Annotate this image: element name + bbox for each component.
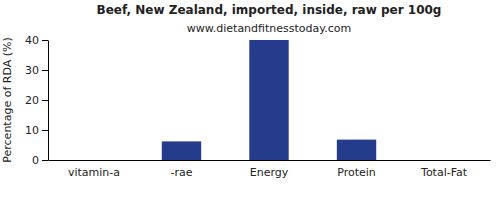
- bar: [337, 140, 376, 160]
- y-tick: 40: [25, 34, 48, 47]
- plot: 0 10 20 30 40 vitamin-a -rae Energy Protein Total…: [25, 34, 491, 179]
- y-tick-label: 30: [25, 64, 39, 77]
- y-tick-mark: [42, 100, 48, 101]
- y-tick: 10: [25, 124, 48, 137]
- y-tick: 30: [25, 64, 48, 77]
- y-tick: 0: [32, 154, 48, 167]
- y-tick-label: 20: [25, 94, 39, 107]
- bar: [74, 160, 113, 161]
- bar: [249, 40, 288, 160]
- title: Beef, New Zealand, imported, inside, raw…: [97, 3, 442, 17]
- x-tick-label: -rae: [170, 166, 192, 179]
- x-tick: Energy: [250, 160, 289, 179]
- y-tick-mark: [42, 130, 48, 131]
- x-tick: -rae: [170, 160, 192, 179]
- x-axis: vitamin-a -rae Energy Protein Total-Fat: [49, 160, 491, 179]
- bars: [162, 40, 376, 160]
- y-tick-label: 10: [25, 124, 39, 137]
- x-tick: Total-Fat: [420, 160, 468, 179]
- x-tick-label: Protein: [337, 166, 376, 179]
- chart: Beef, New Zealand, imported, inside, raw…: [0, 0, 500, 200]
- bar: [162, 141, 201, 160]
- y-axis: 0 10 20 30 40: [25, 34, 49, 167]
- y-tick-mark: [42, 40, 48, 41]
- x-axis-line: [49, 160, 491, 161]
- x-tick-label: Energy: [250, 166, 289, 179]
- y-tick-mark: [42, 70, 48, 71]
- y-tick-label: 0: [32, 154, 39, 167]
- y-tick-label: 40: [25, 34, 39, 47]
- x-tick-label: Total-Fat: [420, 166, 468, 179]
- x-tick: vitamin-a: [68, 160, 120, 179]
- y-axis-line: [48, 41, 49, 161]
- y-tick: 20: [25, 94, 48, 107]
- bar: [424, 160, 463, 161]
- y-tick-mark: [42, 160, 48, 161]
- x-tick: Protein: [337, 160, 376, 179]
- x-tick-label: vitamin-a: [68, 166, 120, 179]
- y-axis-title: Percentage of RDA (%): [1, 37, 14, 162]
- subtitle: www.dietandfitnesstoday.com: [187, 22, 351, 35]
